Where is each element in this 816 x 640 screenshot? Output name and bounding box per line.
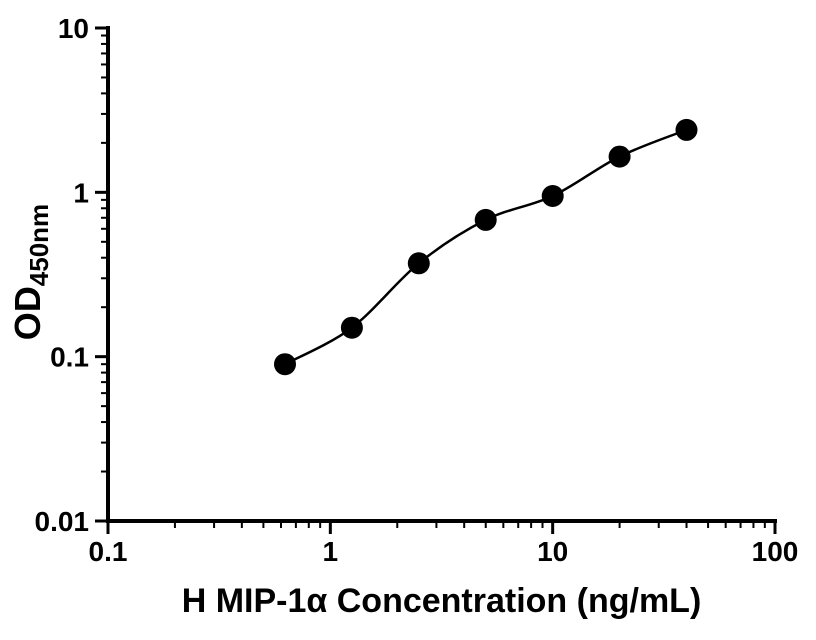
data-point — [407, 252, 430, 275]
axes-lines — [106, 26, 777, 523]
data-point — [675, 118, 698, 141]
data-point — [474, 208, 497, 231]
x-axis-title: H MIP-1α Concentration (ng/mL) — [182, 582, 702, 620]
y-tick-label: 0.1 — [50, 342, 89, 373]
x-tick-label: 10 — [537, 536, 568, 567]
y-tick-label: 1 — [73, 177, 89, 208]
y-tick-label: 0.01 — [35, 506, 90, 537]
data-point — [608, 145, 631, 168]
data-point — [541, 185, 564, 207]
x-tick-label: 0.1 — [89, 536, 128, 567]
x-tick-label: 1 — [323, 536, 339, 567]
y-axis-title: OD450nm — [7, 204, 54, 340]
y-tick-label: 10 — [58, 13, 89, 44]
data-point — [340, 316, 363, 339]
data-point — [274, 353, 296, 376]
x-tick-label: 100 — [752, 536, 799, 567]
